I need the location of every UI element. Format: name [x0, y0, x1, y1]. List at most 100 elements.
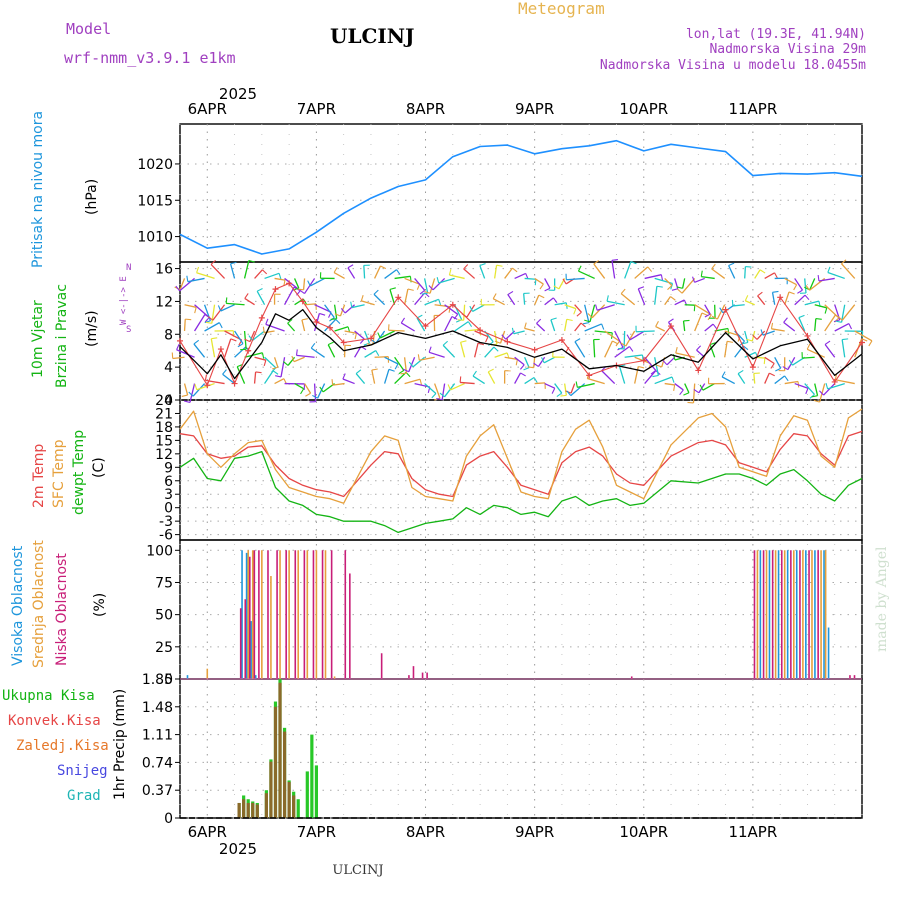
wind-barb [744, 330, 749, 343]
wind-barb [494, 352, 508, 358]
wind-barb-flag [523, 367, 530, 371]
y-tick-label: 3 [164, 487, 173, 503]
wind-barb [737, 373, 746, 384]
wind-barb-flag [515, 359, 518, 366]
wind-barb-flag [687, 401, 694, 404]
wind-barb [606, 300, 625, 306]
wind-barb [429, 278, 436, 294]
wind-barb [441, 383, 446, 400]
wind-barb-flag [479, 263, 486, 266]
tick-labels: 6APR 6APR 7APR 7APR 8APR 8APR 9APR 9APR 10APR 10A… [137, 100, 777, 841]
wind-barb [745, 300, 755, 306]
wind-barb-flag [620, 342, 627, 347]
wind-barb [424, 383, 437, 395]
wind-barb-flag [492, 293, 497, 299]
y-tick-label: 25 [155, 640, 173, 656]
wind-barb [236, 366, 246, 384]
wind-barb [840, 263, 856, 279]
wind-gust-point [272, 286, 279, 293]
wind-barb [264, 370, 274, 384]
precip-bar [282, 731, 287, 818]
wind-barb [474, 330, 489, 338]
wind-gust-point [722, 306, 729, 313]
wind-barb-flag [398, 369, 405, 375]
wind-barb [818, 277, 835, 282]
wind-barb [404, 378, 421, 385]
wind-barb [814, 304, 827, 309]
wind-barb [264, 272, 280, 280]
wind-barb [314, 304, 332, 313]
day-label-top: 8APR [406, 100, 445, 118]
wind-barb [524, 357, 530, 368]
wind-barb-flag [439, 392, 445, 398]
wind-barb [732, 304, 745, 307]
wind-barb-flag [511, 327, 515, 334]
wind-barb [252, 330, 265, 341]
wind-barb-flag [746, 338, 753, 342]
wind-barb-flag [501, 334, 507, 340]
wind-barb [274, 277, 286, 281]
wind-barb [675, 352, 695, 358]
precip-bar [264, 793, 268, 818]
y-tick-label: 21 [155, 406, 173, 422]
wind-barb [416, 317, 426, 332]
wind-barb-flag [442, 340, 448, 346]
day-label-top: 7APR [297, 100, 336, 118]
wind-barb-flag [638, 286, 645, 290]
wind-barb [374, 356, 389, 358]
wind-barb-flag [417, 354, 420, 361]
wind-barb-flag [524, 322, 527, 329]
wind-barb-flag [453, 313, 459, 320]
wind-barb-flag [566, 390, 572, 396]
wind-gust-point [299, 298, 306, 305]
wind-gust-point [859, 339, 865, 346]
wind-barb-flag [539, 283, 544, 290]
pressure-label: Pritisak na nivou mora [30, 111, 46, 268]
wind-barb [587, 377, 605, 385]
wind-barb-flag [181, 394, 188, 397]
pressure-line [179, 139, 863, 255]
wind-barb [304, 383, 312, 394]
wind-barb [432, 277, 446, 291]
y-tick-label: 16 [155, 262, 173, 278]
wind-barb-flag [770, 322, 774, 329]
wind-barb [674, 299, 685, 306]
wind-barb-flag [577, 265, 582, 272]
precip-bar [246, 802, 250, 818]
wind-barb-flag [305, 392, 311, 397]
wind-barb [438, 277, 455, 284]
wind-barb-flag [396, 269, 401, 275]
wind-label-1: 10m Vjetar [30, 300, 46, 378]
wind-barb-flag [400, 372, 407, 375]
wind-barb-flag [701, 312, 708, 316]
wind-barb [364, 349, 377, 358]
wind-barb [804, 278, 807, 294]
wind-barb [589, 304, 596, 323]
wind-barb [302, 278, 306, 290]
wind-barb-flag [582, 322, 590, 325]
wind-barb [274, 378, 285, 385]
wind-barb-flag [400, 317, 406, 324]
wind-barb-flag [472, 370, 477, 377]
y-tick-label: 12 [155, 447, 173, 463]
wind-barb [534, 294, 540, 305]
wind-barb-flag [448, 269, 452, 276]
wind-barb-flag [584, 319, 591, 323]
wind-barb [570, 383, 576, 394]
wind-barb-flag [469, 305, 474, 312]
wind-barb-flag [675, 347, 678, 354]
cloud-label-1: Visoka Oblacnost [10, 545, 26, 666]
wind-barb [388, 329, 405, 332]
wind-barb-flag [824, 340, 831, 345]
wind-barb-flag [193, 339, 200, 345]
precip-bar [278, 682, 282, 818]
wind-barb-flag [360, 295, 364, 302]
wind-barb-flag [593, 260, 600, 265]
wind-barb-flag [300, 388, 305, 395]
wind-gust-point [217, 346, 224, 353]
wind-barb [721, 376, 735, 385]
wind-barb [634, 366, 639, 384]
wind-barb [342, 378, 355, 385]
wind-barb [784, 291, 790, 305]
wind-barb-flag [861, 338, 868, 342]
